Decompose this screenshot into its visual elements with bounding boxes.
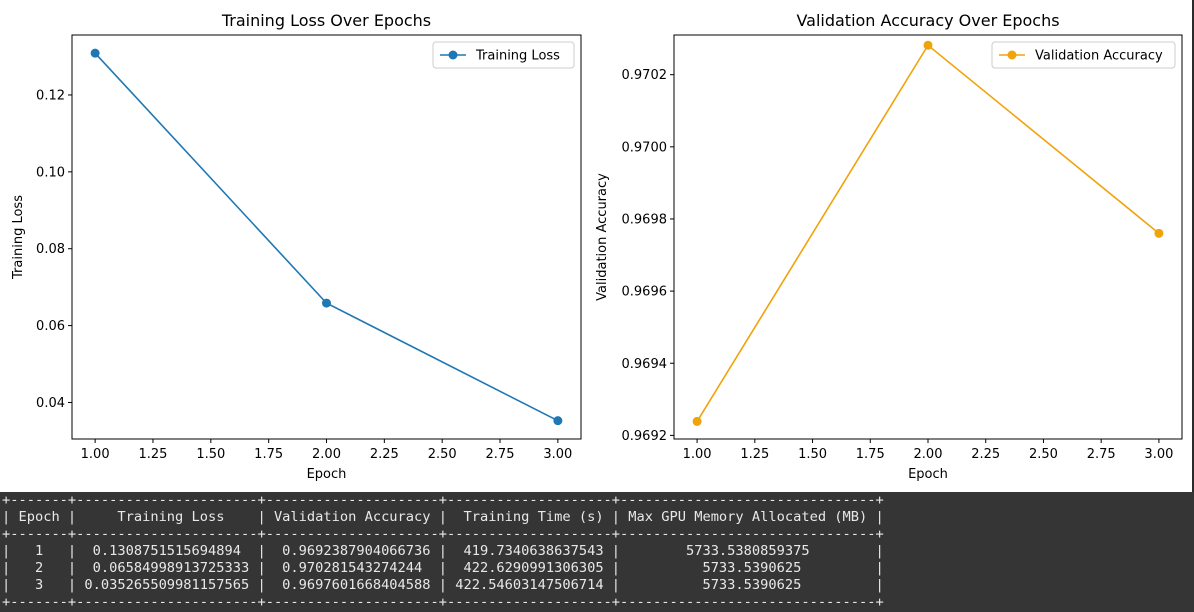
- chart-1: Training Loss Over Epochs 1.00 1.25 1.50 1.7…: [11, 11, 582, 482]
- figure: Training Loss Over Epochs 1.00 1.25 1.50 1.7…: [0, 0, 1194, 492]
- data-point: [553, 416, 563, 426]
- x-tick-label: 3.00: [543, 447, 572, 462]
- x-tick-label: 1.00: [81, 447, 110, 462]
- data-point: [1154, 228, 1164, 238]
- y-tick-label: 0.04: [36, 396, 65, 411]
- charts-canvas: Training Loss Over Epochs 1.00 1.25 1.50 1.7…: [11, 11, 1183, 482]
- x-tick-label: 2.25: [370, 447, 399, 462]
- y-tick-label: 0.9700: [622, 140, 668, 155]
- x-tick-label: 1.75: [254, 447, 283, 462]
- chart-title: Validation Accuracy Over Epochs: [796, 11, 1059, 30]
- chart-2: Validation Accuracy Over Epochs 1.00 1.25 1…: [595, 11, 1183, 482]
- y-tick-label: 0.9694: [622, 357, 668, 372]
- y-tick-label: 0.12: [36, 88, 65, 103]
- series-line: [94, 52, 559, 422]
- x-tick-label: 2.50: [428, 447, 457, 462]
- series-line: [696, 44, 1160, 422]
- x-axis-label: Epoch: [908, 467, 948, 482]
- x-tick-label: 1.25: [740, 447, 769, 462]
- x-tick-label: 1.00: [683, 447, 712, 462]
- legend-marker: [448, 50, 458, 60]
- x-tick-label: 3.00: [1144, 447, 1173, 462]
- chart-title: Training Loss Over Epochs: [221, 11, 431, 30]
- x-tick-label: 1.25: [139, 447, 168, 462]
- y-tick-label: 0.9692: [622, 429, 668, 444]
- legend-box: [432, 41, 575, 69]
- data-point: [923, 40, 933, 50]
- results-table-text: +-------+----------------------+--------…: [2, 492, 884, 610]
- y-tick-label: 0.9696: [622, 285, 668, 300]
- y-tick-label: 0.06: [36, 319, 65, 334]
- x-tick-label: 2.25: [971, 447, 1000, 462]
- plot-frame: [71, 34, 582, 440]
- x-tick-label: 1.50: [196, 447, 225, 462]
- data-point: [90, 48, 100, 58]
- legend-label: Validation Accuracy: [1035, 49, 1163, 64]
- y-tick-label: 0.9698: [622, 212, 668, 227]
- x-tick-label: 1.50: [798, 447, 827, 462]
- data-point: [322, 298, 331, 308]
- y-tick-label: 0.10: [36, 165, 65, 180]
- x-axis-label: Epoch: [307, 467, 347, 482]
- legend-label: Training Loss: [475, 49, 560, 64]
- data-point: [692, 416, 702, 426]
- legend-marker: [1007, 50, 1017, 60]
- x-tick-label: 2.75: [486, 447, 515, 462]
- results-table: +-------+----------------------+--------…: [0, 492, 1194, 612]
- x-tick-label: 1.75: [856, 447, 885, 462]
- y-tick-label: 0.9702: [622, 68, 668, 83]
- legend-box: [991, 41, 1176, 69]
- x-tick-label: 2.00: [312, 447, 341, 462]
- y-axis-label: Validation Accuracy: [595, 173, 610, 301]
- x-tick-label: 2.75: [1087, 447, 1116, 462]
- y-axis-label: Training Loss: [11, 195, 26, 280]
- x-tick-label: 2.50: [1029, 447, 1058, 462]
- y-tick-label: 0.08: [36, 242, 65, 257]
- plot-frame: [673, 34, 1183, 440]
- x-tick-label: 2.00: [914, 447, 943, 462]
